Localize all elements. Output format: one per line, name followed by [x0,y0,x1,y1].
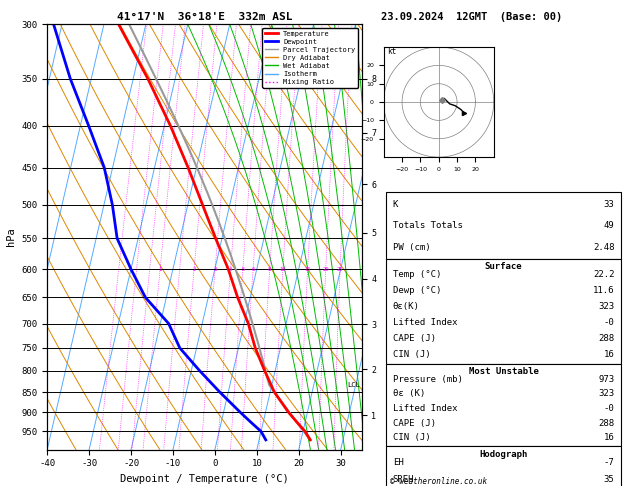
Text: © weatheronline.co.uk: © weatheronline.co.uk [390,477,487,486]
Text: CIN (J): CIN (J) [392,350,430,359]
Text: 20: 20 [323,267,329,272]
Text: 1: 1 [159,267,162,272]
Text: 973: 973 [598,375,615,384]
Text: Lifted Index: Lifted Index [392,404,457,413]
Text: 22.2: 22.2 [593,270,615,279]
Text: -0: -0 [604,404,615,413]
Text: Temp (°C): Temp (°C) [392,270,441,279]
Text: θε(K): θε(K) [392,302,420,312]
Title: 41°17'N  36°18'E  332m ASL: 41°17'N 36°18'E 332m ASL [116,12,292,22]
Bar [386,192,621,259]
Text: 2: 2 [192,267,196,272]
Text: 23.09.2024  12GMT  (Base: 00): 23.09.2024 12GMT (Base: 00) [381,12,562,22]
Text: 35: 35 [604,475,615,484]
X-axis label: Dewpoint / Temperature (°C): Dewpoint / Temperature (°C) [120,474,289,484]
Text: 2.48: 2.48 [593,243,615,252]
Text: 25: 25 [337,267,343,272]
Text: 288: 288 [598,419,615,428]
Text: θε (K): θε (K) [392,389,425,399]
Text: 6: 6 [252,267,255,272]
Text: Lifted Index: Lifted Index [392,318,457,327]
Text: K: K [392,200,398,209]
Text: 49: 49 [604,222,615,230]
Text: Dewp (°C): Dewp (°C) [392,286,441,295]
Text: 5: 5 [241,267,245,272]
Text: -0: -0 [604,318,615,327]
Y-axis label: hPa: hPa [6,227,16,246]
Text: 16: 16 [604,434,615,442]
Text: PW (cm): PW (cm) [392,243,430,252]
Text: CIN (J): CIN (J) [392,434,430,442]
Text: 33: 33 [604,200,615,209]
Text: 8: 8 [268,267,271,272]
Text: CAPE (J): CAPE (J) [392,334,436,343]
Text: 16: 16 [604,350,615,359]
Y-axis label: km
ASL: km ASL [393,237,409,256]
Text: Pressure (mb): Pressure (mb) [392,375,462,384]
Text: 288: 288 [598,334,615,343]
Legend: Temperature, Dewpoint, Parcel Trajectory, Dry Adiabat, Wet Adiabat, Isotherm, Mi: Temperature, Dewpoint, Parcel Trajectory… [262,28,358,88]
Text: 4: 4 [229,267,232,272]
Text: 323: 323 [598,302,615,312]
Text: SREH: SREH [392,475,414,484]
Text: Hodograph: Hodograph [479,450,528,459]
Text: -7: -7 [604,458,615,468]
Text: Most Unstable: Most Unstable [469,367,538,376]
Text: Totals Totals: Totals Totals [392,222,462,230]
Bar [386,364,621,447]
Text: Surface: Surface [485,262,522,271]
Text: EH: EH [392,458,403,468]
Text: 3: 3 [213,267,217,272]
Bar [386,259,621,364]
Text: LCL: LCL [348,382,360,388]
Text: 10: 10 [280,267,286,272]
Bar [386,447,621,486]
Text: 323: 323 [598,389,615,399]
Text: kt: kt [387,47,397,56]
Text: 11.6: 11.6 [593,286,615,295]
Text: 15: 15 [304,267,311,272]
Text: CAPE (J): CAPE (J) [392,419,436,428]
